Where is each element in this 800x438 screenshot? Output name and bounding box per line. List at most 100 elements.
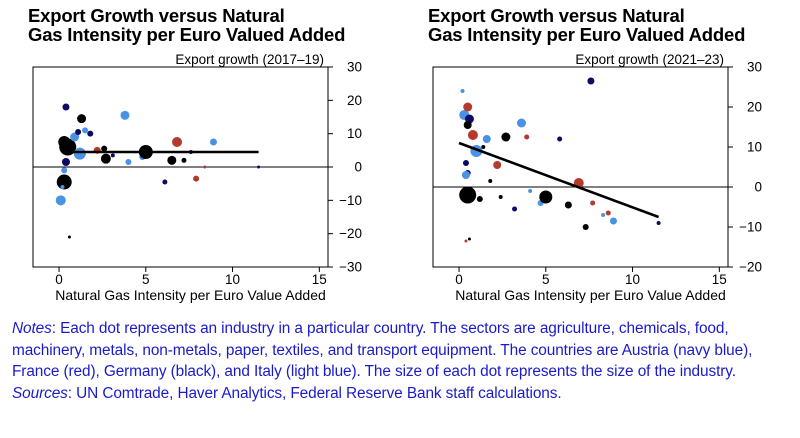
data-point bbox=[462, 160, 469, 166]
data-point bbox=[257, 165, 261, 169]
x-tick-label: 0 bbox=[55, 272, 63, 287]
sources-text: : UN Comtrade, Haver Analytics, Federal … bbox=[67, 384, 562, 402]
data-point bbox=[463, 102, 473, 112]
x-axis-label: Natural Gas Intensity per Euro Value Add… bbox=[455, 287, 726, 303]
y-tick-label: −10 bbox=[739, 220, 762, 235]
data-point bbox=[464, 239, 468, 243]
scatter-chart: −20 −10 0 10 20 30 0 5 10 15 Export growth (2021–2… bbox=[432, 52, 762, 303]
data-point bbox=[517, 118, 526, 128]
data-point bbox=[73, 147, 86, 160]
data-point bbox=[459, 186, 477, 204]
data-point bbox=[564, 201, 572, 209]
data-point bbox=[101, 145, 108, 152]
chart-title-line2: Gas Intensity per Euro Valued Added bbox=[28, 24, 346, 45]
data-point bbox=[557, 136, 563, 142]
data-point bbox=[110, 153, 115, 158]
data-point bbox=[656, 221, 661, 225]
data-point bbox=[467, 130, 478, 140]
sources-paragraph: Sources: UN Comtrade, Haver Analytics, F… bbox=[12, 383, 792, 405]
y-tick-label: −20 bbox=[739, 260, 762, 275]
data-point bbox=[498, 195, 503, 199]
y-tick-label: −20 bbox=[339, 226, 362, 241]
chart-panel-right: Export Growth versus Natural Gas Intensi… bbox=[400, 0, 800, 305]
data-point bbox=[181, 157, 187, 163]
data-point bbox=[587, 77, 595, 85]
data-point bbox=[193, 175, 200, 182]
y-tick-label: −10 bbox=[339, 193, 362, 208]
data-point bbox=[172, 137, 183, 147]
y-tick-label: 30 bbox=[747, 60, 762, 75]
chart-title-line1: Export Growth versus Natural bbox=[28, 5, 285, 26]
chart-notes: Notes: Each dot represents an industry i… bbox=[12, 318, 792, 404]
data-point bbox=[512, 206, 518, 212]
y-axis-label: Export growth (2021–23) bbox=[575, 52, 724, 67]
sources-label: Sources bbox=[12, 384, 68, 402]
x-tick-label: 0 bbox=[455, 272, 463, 287]
data-point bbox=[482, 135, 491, 143]
chart-title-line1: Export Growth versus Natural bbox=[428, 5, 685, 26]
data-point bbox=[120, 110, 130, 120]
chart-title: Export Growth versus Natural Gas Intensi… bbox=[28, 6, 345, 44]
notes-label: Notes bbox=[12, 320, 52, 337]
x-tick-label: 10 bbox=[225, 272, 240, 287]
scatter-chart: −30 −20 −10 0 10 20 30 0 5 10 15 Export growth (201… bbox=[32, 52, 362, 303]
data-point bbox=[528, 189, 533, 193]
data-point bbox=[167, 155, 177, 165]
data-point bbox=[125, 159, 132, 165]
data-point bbox=[209, 138, 217, 146]
y-tick-label: 0 bbox=[354, 160, 362, 175]
data-point bbox=[55, 195, 66, 206]
data-point bbox=[203, 165, 207, 169]
data-point bbox=[61, 167, 68, 174]
data-point bbox=[539, 190, 553, 204]
y-axis-label: Export growth (2017–19) bbox=[175, 52, 324, 67]
notes-text: : Each dot represents an industry in a p… bbox=[12, 320, 753, 381]
y-tick-label: 10 bbox=[347, 126, 362, 141]
data-point bbox=[488, 179, 493, 183]
x-tick-label: 5 bbox=[542, 272, 550, 287]
data-point bbox=[162, 179, 168, 185]
data-point bbox=[582, 224, 589, 230]
data-point bbox=[461, 171, 470, 179]
y-tick-label: 10 bbox=[747, 140, 762, 155]
data-point bbox=[460, 89, 465, 93]
data-point bbox=[100, 153, 111, 164]
trend-line bbox=[458, 141, 660, 219]
plot-frame bbox=[432, 66, 729, 268]
data-point bbox=[61, 158, 70, 166]
data-point bbox=[463, 121, 472, 129]
chart-title: Export Growth versus Natural Gas Intensi… bbox=[428, 6, 745, 44]
data-point bbox=[601, 213, 606, 217]
data-point bbox=[467, 237, 471, 241]
x-tick-label: 5 bbox=[142, 272, 150, 287]
data-point bbox=[605, 210, 611, 216]
y-tick-label: 20 bbox=[347, 93, 362, 108]
x-tick-label: 10 bbox=[625, 272, 640, 287]
data-point bbox=[590, 200, 596, 206]
data-point bbox=[62, 103, 70, 111]
x-axis-label: Natural Gas Intensity per Euro Value Add… bbox=[55, 287, 326, 303]
data-point bbox=[60, 185, 65, 189]
data-point bbox=[481, 145, 486, 149]
y-tick-label: 20 bbox=[747, 100, 762, 115]
data-point bbox=[609, 217, 617, 225]
data-point bbox=[493, 161, 502, 169]
data-point bbox=[67, 235, 71, 239]
data-point bbox=[58, 136, 71, 148]
data-point bbox=[87, 130, 94, 137]
data-point bbox=[524, 134, 530, 140]
notes-paragraph: Notes: Each dot represents an industry i… bbox=[12, 318, 792, 383]
data-point bbox=[77, 114, 87, 124]
data-point bbox=[56, 174, 72, 190]
data-point bbox=[82, 127, 89, 134]
data-point bbox=[70, 132, 80, 142]
data-point bbox=[501, 132, 511, 142]
chart-panel-left: Export Growth versus Natural Gas Intensi… bbox=[0, 0, 400, 305]
y-tick-label: 30 bbox=[347, 60, 362, 75]
data-point bbox=[75, 129, 82, 135]
y-tick-label: −30 bbox=[339, 260, 362, 275]
x-tick-label: 15 bbox=[312, 272, 327, 287]
y-tick-label: 0 bbox=[754, 180, 762, 195]
chart-title-line2: Gas Intensity per Euro Valued Added bbox=[428, 24, 746, 45]
x-tick-label: 15 bbox=[712, 272, 727, 287]
